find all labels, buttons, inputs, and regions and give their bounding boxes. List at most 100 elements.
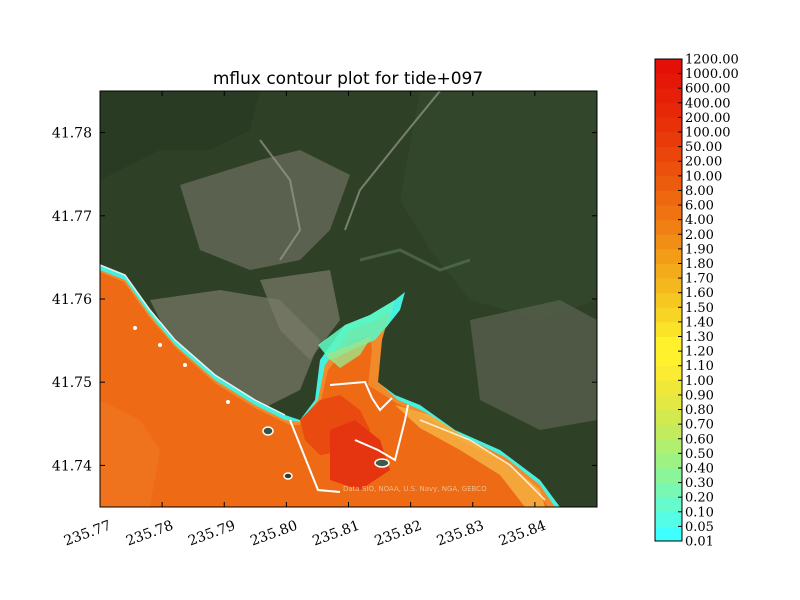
colorbar-band [655, 526, 682, 542]
colorbar [654, 58, 683, 542]
colorbar-tick-label: 50.00 [685, 140, 722, 155]
forest-patch [400, 91, 597, 320]
colorbar-band [655, 248, 682, 264]
x-tick-label: 235.84 [497, 518, 549, 550]
colorbar-tick-label: 600.00 [685, 82, 731, 97]
island [262, 426, 274, 436]
contour-level-high [100, 272, 548, 507]
map-area: Data SIO, NOAA, U.S. Navy, NGA, GEBCO [100, 91, 597, 507]
town-area [470, 300, 597, 430]
map-credit: Data SIO, NOAA, U.S. Navy, NGA, GEBCO [343, 485, 487, 493]
shoreline [100, 264, 286, 416]
colorbar-band [655, 321, 682, 337]
colorbar-tick-label: 1.50 [685, 301, 714, 316]
colorbar-band [655, 146, 682, 162]
y-tick-label: 41.77 [52, 209, 92, 225]
colorbar-band [655, 511, 682, 527]
colorbar-tick-label: 0.90 [685, 388, 714, 403]
colorbar-band [655, 380, 682, 396]
x-tick-label: 235.81 [310, 518, 362, 550]
colorbar-band [655, 219, 682, 235]
breakwater [354, 404, 409, 462]
colorbar-tick-label: 1.10 [685, 359, 714, 374]
chart-title: mflux contour plot for tide+097 [213, 69, 483, 89]
colorbar-tick-label: 200.00 [685, 111, 731, 126]
y-axis: 41.74 41.75 41.76 41.77 41.78 [52, 126, 597, 474]
colorbar-tick-label: 0.10 [685, 505, 714, 520]
colorbar-band [655, 409, 682, 425]
colorbar-frame [654, 58, 683, 542]
x-tick-label: 235.80 [248, 518, 300, 550]
y-tick-label: 41.75 [52, 375, 92, 391]
colorbar-band [655, 482, 682, 498]
colorbar-tick-label: 0.80 [685, 403, 714, 418]
y-tick-label: 41.78 [52, 126, 92, 142]
highway [344, 91, 441, 231]
jetty [289, 419, 341, 493]
colorbar-band [655, 453, 682, 469]
colorbar-band [655, 234, 682, 250]
colorbar-tick-label: 0.50 [685, 447, 714, 462]
colorbar-band [655, 102, 682, 118]
colorbar-tick-label: 0.05 [685, 520, 714, 535]
colorbar-tick-label: 1.70 [685, 272, 714, 287]
colorbar-band [655, 438, 682, 454]
colorbar-band [655, 88, 682, 104]
colorbar-tick-label: 1.60 [685, 286, 714, 301]
colorbar-ticks: 0.010.050.100.200.300.400.500.600.700.80… [678, 53, 739, 550]
colorbar-band [655, 190, 682, 206]
colorbar-band [655, 424, 682, 440]
colorbar-band [655, 263, 682, 279]
colorbar-band [655, 132, 682, 148]
colorbar-tick-label: 1.80 [685, 257, 714, 272]
colorbar-band [655, 394, 682, 410]
colorbar-band [655, 336, 682, 352]
colorbar-band [655, 292, 682, 308]
colorbar-tick-label: 0.30 [685, 476, 714, 491]
colorbar-tick-label: 4.00 [685, 213, 714, 228]
colorbar-tick-label: 1200.00 [685, 53, 739, 68]
town-area [180, 150, 350, 270]
x-tick-label: 235.82 [372, 518, 424, 550]
colorbar-tick-label: 0.40 [685, 461, 714, 476]
colorbar-tick-label: 0.01 [685, 535, 714, 550]
colorbar-band [655, 161, 682, 177]
breakwater [329, 380, 393, 412]
colorbar-tick-label: 1.20 [685, 345, 714, 360]
colorbar-tick-label: 0.20 [685, 491, 714, 506]
colorbar-tick-label: 1.90 [685, 242, 714, 257]
y-tick-label: 41.74 [52, 458, 92, 474]
creek [359, 248, 471, 272]
colorbar-tick-label: 1000.00 [685, 67, 739, 82]
colorbar-band [655, 365, 682, 381]
colorbar-band [655, 467, 682, 483]
colorbar-band [655, 278, 682, 294]
beach-line [419, 419, 546, 501]
colorbar-tick-label: 100.00 [685, 126, 731, 141]
colorbar-tick-label: 8.00 [685, 184, 714, 199]
colorbar-band [655, 117, 682, 133]
colorbar-tick-label: 400.00 [685, 96, 731, 111]
colorbar-band [655, 307, 682, 323]
colorbar-tick-label: 6.00 [685, 199, 714, 214]
colorbar-tick-label: 1.00 [685, 374, 714, 389]
colorbar-band [655, 351, 682, 367]
colorbar-band [655, 59, 682, 75]
x-tick-label: 235.83 [435, 518, 487, 550]
forest-patch [100, 91, 260, 180]
colorbar-tick-label: 20.00 [685, 155, 722, 170]
colorbar-band [655, 175, 682, 191]
x-tick-label: 235.77 [62, 518, 114, 550]
island [374, 458, 390, 468]
colorbar-band [655, 497, 682, 513]
colorbar-band [655, 205, 682, 221]
x-tick-label: 235.78 [124, 518, 176, 550]
colorbar-tick-label: 1.40 [685, 315, 714, 330]
y-tick-label: 41.76 [52, 292, 92, 308]
road [259, 139, 302, 261]
colorbar-band [655, 73, 682, 89]
x-tick-label: 235.79 [186, 518, 238, 550]
colorbar-tick-label: 2.00 [685, 228, 714, 243]
colorbar-tick-label: 0.70 [685, 418, 714, 433]
